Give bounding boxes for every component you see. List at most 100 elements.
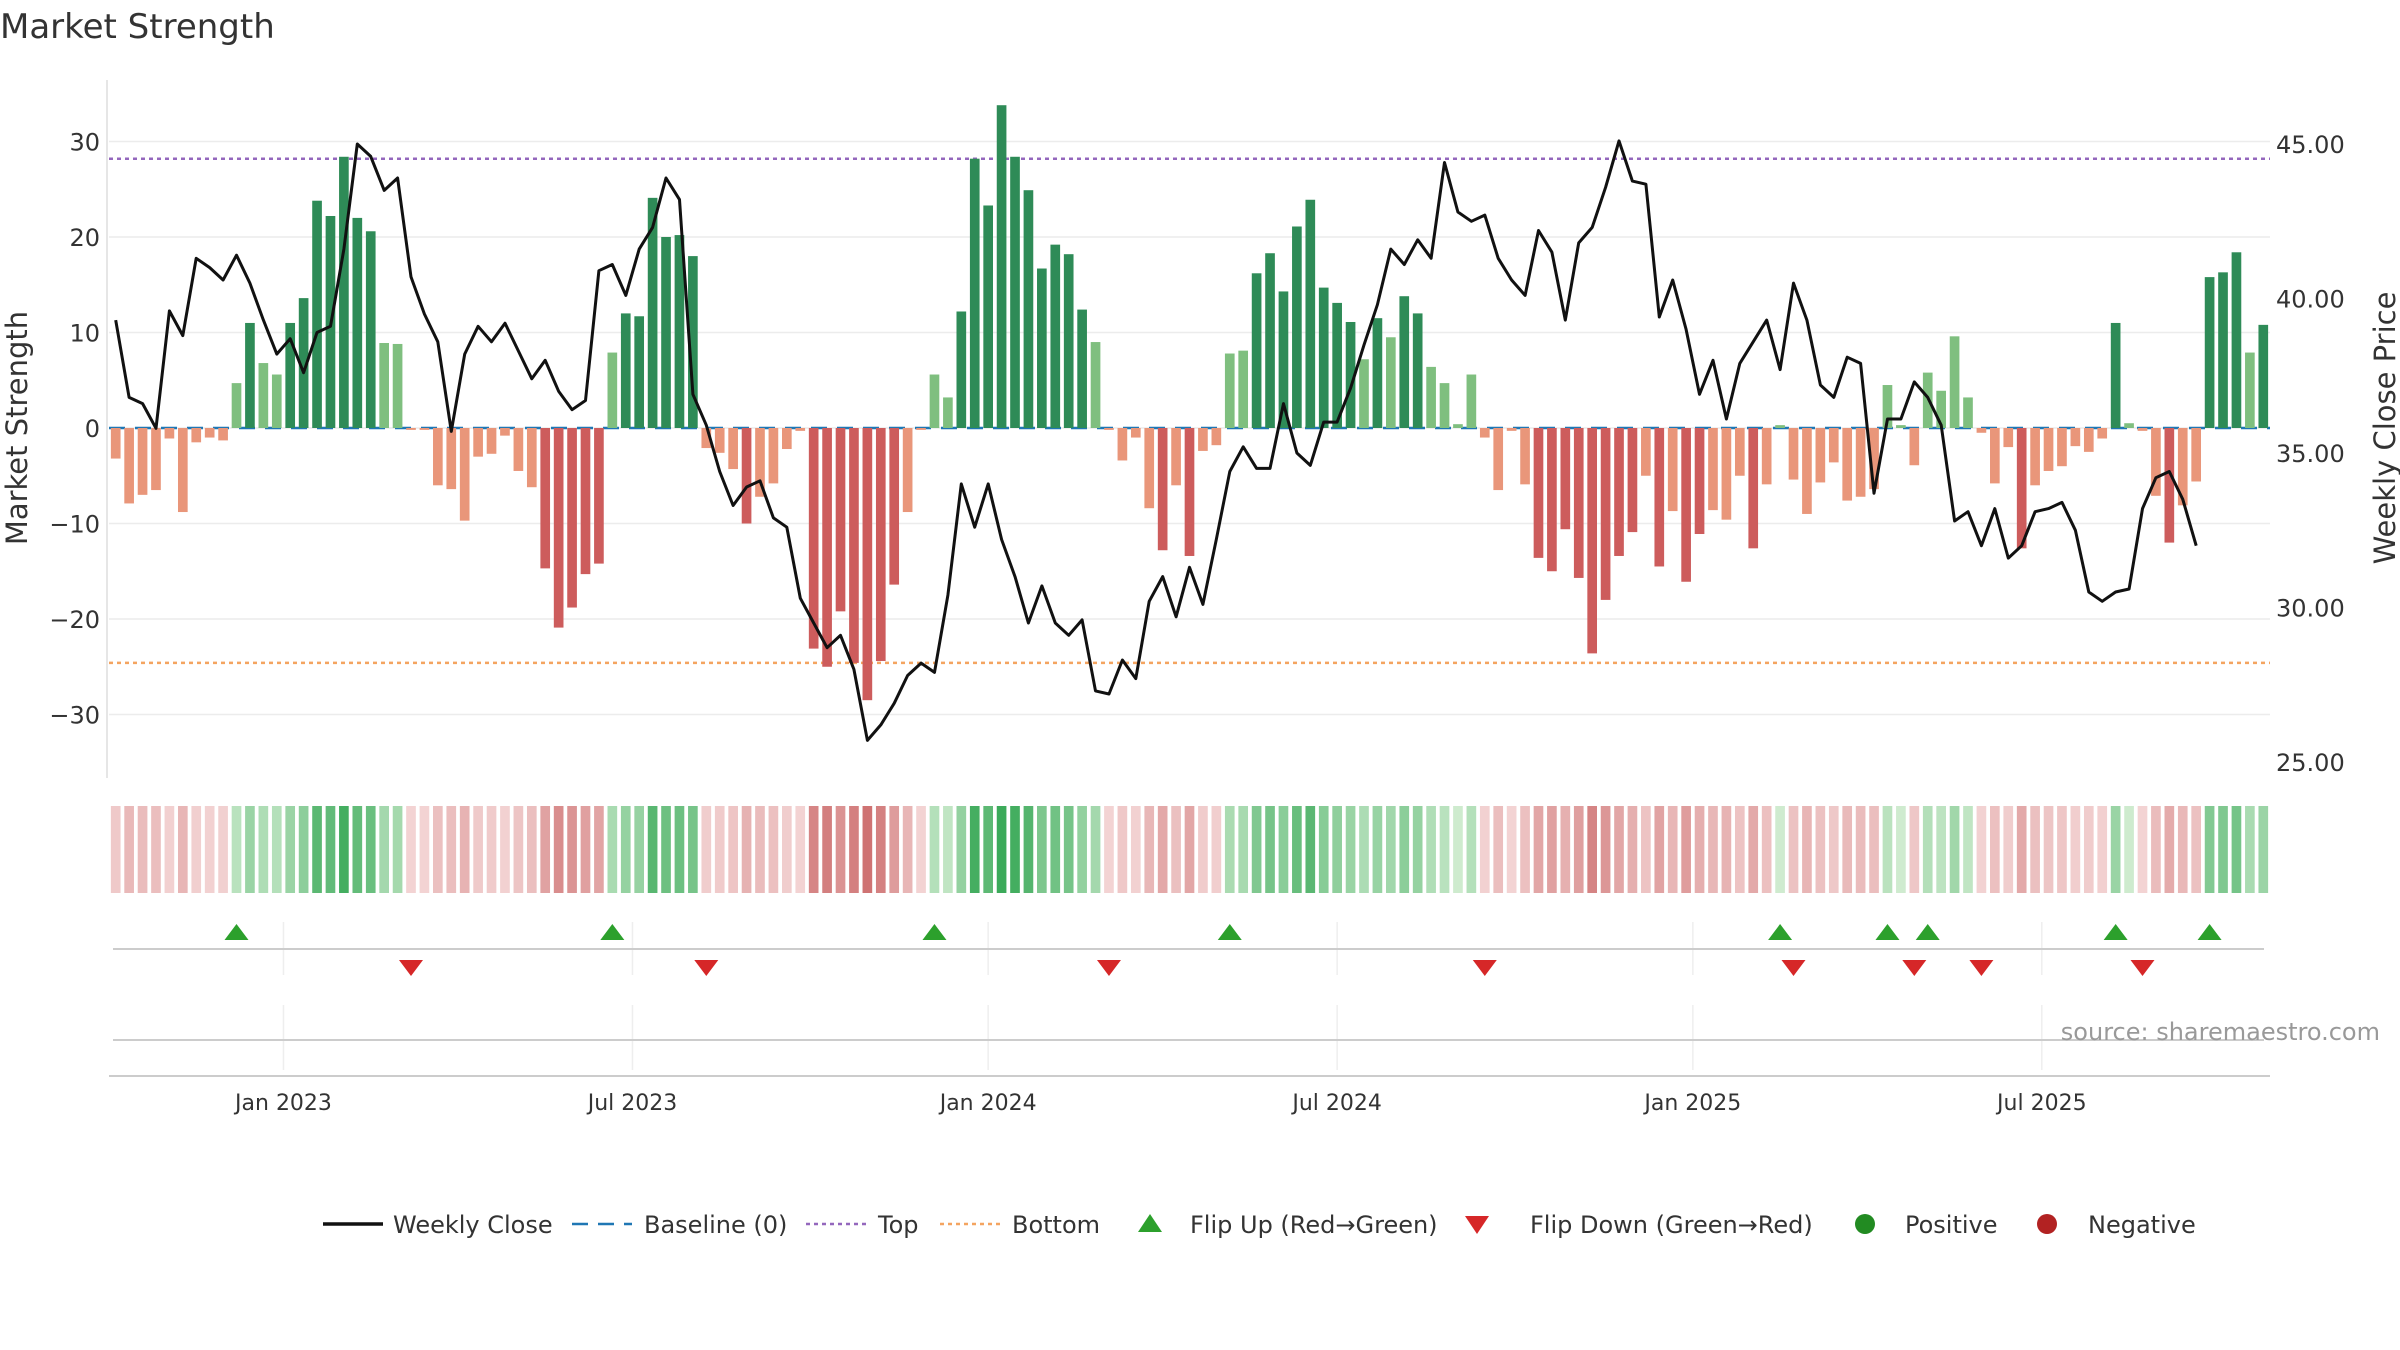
- flip-markers: [224, 924, 2222, 976]
- heat-cell: [822, 806, 832, 893]
- heat-cell: [2258, 806, 2269, 893]
- x-tick-label: Jul 2025: [1995, 1091, 2087, 1116]
- strength-bar: [1412, 313, 1423, 428]
- strength-bar: [204, 428, 215, 438]
- heat-cell: [1614, 806, 1624, 893]
- heat-cell: [1627, 806, 1638, 893]
- strength-bar: [1520, 428, 1530, 485]
- heat-cell: [1439, 806, 1450, 893]
- heat-cell: [2097, 806, 2108, 893]
- strength-bar: [983, 205, 993, 428]
- y-tick-label: 0: [85, 415, 100, 443]
- heat-cell: [2070, 806, 2081, 893]
- legend-bottom: Bottom: [1012, 1211, 1100, 1239]
- strength-bar: [1936, 390, 1946, 428]
- heat-cell: [298, 806, 309, 893]
- strength-bar: [781, 428, 792, 450]
- legend-flip-down-icon: [1465, 1216, 1489, 1234]
- heat-cell: [245, 806, 255, 893]
- strength-bar: [1399, 296, 1410, 428]
- heat-cell: [1936, 806, 1946, 893]
- strength-bar: [875, 428, 886, 662]
- heat-cell: [1265, 806, 1275, 893]
- strength-bar: [1681, 428, 1691, 582]
- strength-bar: [312, 200, 322, 428]
- heat-cell: [647, 806, 658, 893]
- flip-up-marker: [2197, 924, 2222, 940]
- heat-cell: [634, 806, 645, 893]
- strength-bar: [1828, 428, 1839, 463]
- strength-bar: [1721, 428, 1732, 520]
- heat-cell: [661, 806, 671, 893]
- flip-down-marker: [694, 960, 719, 976]
- heat-cell: [285, 806, 296, 893]
- y2-tick-label: 25.00: [2276, 749, 2345, 777]
- legend-weekly-close: Weekly Close: [393, 1211, 553, 1239]
- flip-down-marker: [1969, 960, 1994, 976]
- strength-bar: [540, 428, 551, 569]
- strength-bar: [822, 428, 832, 667]
- legend: Weekly Close Baseline (0) Top Bottom Fli…: [323, 1211, 2196, 1239]
- heat-cell: [1573, 806, 1584, 893]
- heat-cell: [1372, 806, 1383, 893]
- strength-bar: [1694, 428, 1705, 535]
- legend-negative: Negative: [2088, 1211, 2196, 1239]
- strength-bar: [741, 428, 752, 524]
- heat-cell: [1681, 806, 1691, 893]
- y2-tick-label: 45.00: [2276, 131, 2345, 159]
- heat-cell: [795, 806, 806, 893]
- heat-cell: [594, 806, 604, 893]
- heat-cell: [1251, 806, 1262, 893]
- flip-up-marker: [1217, 924, 1242, 940]
- strength-bar: [1990, 428, 2000, 484]
- strength-bar: [392, 343, 403, 428]
- legend-flip-up-icon: [1138, 1214, 1162, 1232]
- heat-cell: [124, 806, 134, 893]
- heat-cell: [1010, 806, 1020, 893]
- flip-down-marker: [1902, 960, 1927, 976]
- strength-bar: [1063, 254, 1074, 428]
- strength-bar: [2218, 272, 2228, 428]
- strength-bar: [419, 428, 430, 430]
- strength-bar: [728, 428, 738, 470]
- heat-cell: [1788, 806, 1799, 893]
- strength-bar: [285, 322, 296, 428]
- strength-bar: [137, 428, 148, 495]
- heat-cell: [2003, 806, 2014, 893]
- y-tick-label: 30: [69, 129, 100, 157]
- heat-cell: [714, 806, 725, 893]
- x-tick-label: Jan 2024: [938, 1091, 1037, 1116]
- strength-bar: [1667, 428, 1678, 512]
- strength-bar: [2177, 428, 2188, 506]
- heat-cell: [929, 806, 940, 893]
- strength-bar: [1439, 383, 1450, 428]
- heat-cell: [526, 806, 537, 893]
- heat-cell: [365, 806, 376, 893]
- heat-cell: [1842, 806, 1853, 893]
- flip-up-marker: [600, 924, 625, 940]
- grid: [109, 140, 2270, 1070]
- strength-bar: [2043, 428, 2054, 471]
- strength-bar: [2083, 428, 2094, 452]
- heat-cell: [768, 806, 779, 893]
- legend-flip-down: Flip Down (Green→Red): [1530, 1211, 1813, 1239]
- heat-cell: [1641, 806, 1651, 893]
- strength-bar: [1775, 425, 1785, 428]
- heat-cell: [553, 806, 564, 893]
- heat-cell: [674, 806, 685, 893]
- strength-bar: [1292, 226, 1302, 428]
- strength-bar: [352, 217, 363, 428]
- heat-cell: [2043, 806, 2054, 893]
- heat-cell: [1184, 806, 1195, 893]
- heat-cell: [1600, 806, 1611, 893]
- heat-cell: [916, 806, 926, 893]
- heat-cell: [2218, 806, 2228, 893]
- heat-cell: [1949, 806, 1960, 893]
- heat-cell: [889, 806, 900, 893]
- heat-cell: [2030, 806, 2040, 893]
- strength-bar: [969, 158, 980, 428]
- strength-bar: [1130, 428, 1141, 438]
- strength-bar: [1802, 428, 1812, 514]
- strength-bar: [1506, 428, 1517, 431]
- strength-bar: [1426, 366, 1436, 428]
